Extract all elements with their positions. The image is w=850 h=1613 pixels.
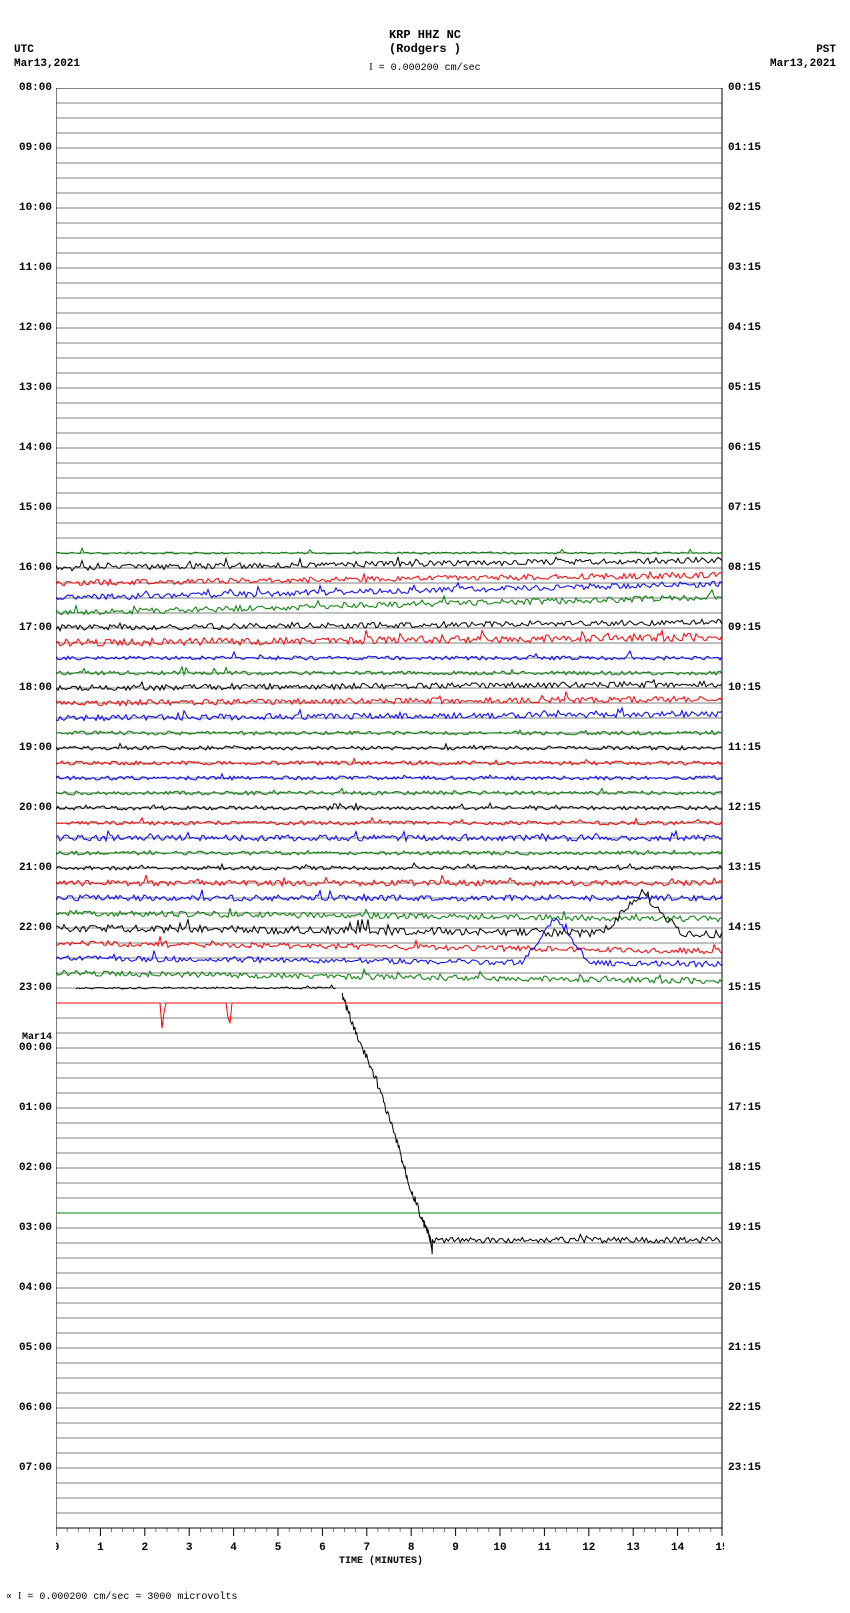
left-time-label: 06:00: [6, 1402, 52, 1414]
xaxis-label: TIME (MINUTES): [339, 1556, 423, 1567]
left-time-label: 02:00: [6, 1162, 52, 1174]
right-time-label: 02:15: [728, 202, 761, 214]
svg-text:13: 13: [627, 1542, 641, 1554]
left-time-label: 21:00: [6, 862, 52, 874]
right-time-label: 05:15: [728, 382, 761, 394]
left-time-label: 20:00: [6, 802, 52, 814]
left-time-label: 23:00: [6, 982, 52, 994]
svg-text:5: 5: [275, 1542, 282, 1554]
left-date: Mar13,2021: [14, 58, 80, 70]
right-time-label: 19:15: [728, 1222, 761, 1234]
left-time-label: 16:00: [6, 562, 52, 574]
left-time-label: 19:00: [6, 742, 52, 754]
left-time-label: 18:00: [6, 682, 52, 694]
svg-text:4: 4: [230, 1542, 237, 1554]
right-time-label: 01:15: [728, 142, 761, 154]
seismogram-container: KRP HHZ NC (Rodgers ) I = 0.000200 cm/se…: [0, 0, 850, 1613]
left-time-label: 14:00: [6, 442, 52, 454]
left-time-label: 07:00: [6, 1462, 52, 1474]
left-time-label: 17:00: [6, 622, 52, 634]
left-time-label: 11:00: [6, 262, 52, 274]
right-time-label: 23:15: [728, 1462, 761, 1474]
left-time-label: 09:00: [6, 142, 52, 154]
right-time-label: 14:15: [728, 922, 761, 934]
right-time-label: 08:15: [728, 562, 761, 574]
right-time-label: 13:15: [728, 862, 761, 874]
right-time-label: 12:15: [728, 802, 761, 814]
right-time-label: 20:15: [728, 1282, 761, 1294]
left-time-label: 08:00: [6, 82, 52, 94]
svg-text:14: 14: [671, 1542, 685, 1554]
left-time-label: 22:00: [6, 922, 52, 934]
left-time-label: 01:00: [6, 1102, 52, 1114]
right-time-label: 03:15: [728, 262, 761, 274]
svg-text:6: 6: [319, 1542, 326, 1554]
svg-text:9: 9: [452, 1542, 459, 1554]
right-time-label: 21:15: [728, 1342, 761, 1354]
svg-text:11: 11: [538, 1542, 552, 1554]
right-time-label: 22:15: [728, 1402, 761, 1414]
right-time-label: 07:15: [728, 502, 761, 514]
right-time-label: 11:15: [728, 742, 761, 754]
right-time-label: 04:15: [728, 322, 761, 334]
left-time-label: 10:00: [6, 202, 52, 214]
station-subtitle: (Rodgers ): [0, 42, 850, 56]
left-timezone: UTC: [14, 44, 34, 56]
right-time-label: 16:15: [728, 1042, 761, 1054]
right-time-label: 06:15: [728, 442, 761, 454]
svg-text:12: 12: [582, 1542, 595, 1554]
right-date: Mar13,2021: [770, 58, 836, 70]
footer-text: = 0.000200 cm/sec = 3000 microvolts: [27, 1592, 237, 1603]
left-time-label: 00:00: [6, 1042, 52, 1054]
svg-text:7: 7: [363, 1542, 370, 1554]
right-time-label: 09:15: [728, 622, 761, 634]
left-time-label: 05:00: [6, 1342, 52, 1354]
left-time-label: 03:00: [6, 1222, 52, 1234]
footer-bar-icon: I: [18, 1591, 21, 1602]
scale-bar-icon: I: [369, 62, 372, 73]
seismogram-plot: 0123456789101112131415: [56, 88, 724, 1578]
right-time-label: 00:15: [728, 82, 761, 94]
scale-indicator: I = 0.000200 cm/sec: [0, 62, 850, 74]
footer-prefix: ∝: [6, 1592, 12, 1603]
left-time-label: 15:00: [6, 502, 52, 514]
right-time-label: 17:15: [728, 1102, 761, 1114]
svg-text:3: 3: [186, 1542, 193, 1554]
svg-text:1: 1: [97, 1542, 104, 1554]
left-time-label: 13:00: [6, 382, 52, 394]
svg-text:0: 0: [56, 1542, 59, 1554]
scale-text: = 0.000200 cm/sec: [379, 63, 481, 74]
svg-text:8: 8: [408, 1542, 415, 1554]
svg-text:15: 15: [715, 1542, 724, 1554]
right-time-label: 15:15: [728, 982, 761, 994]
right-time-label: 18:15: [728, 1162, 761, 1174]
right-timezone: PST: [816, 44, 836, 56]
footer-scale: ∝ I = 0.000200 cm/sec = 3000 microvolts: [6, 1591, 237, 1603]
left-time-label: 04:00: [6, 1282, 52, 1294]
left-time-label: 12:00: [6, 322, 52, 334]
svg-text:2: 2: [141, 1542, 148, 1554]
right-time-label: 10:15: [728, 682, 761, 694]
svg-text:10: 10: [493, 1542, 506, 1554]
station-title: KRP HHZ NC: [0, 28, 850, 42]
